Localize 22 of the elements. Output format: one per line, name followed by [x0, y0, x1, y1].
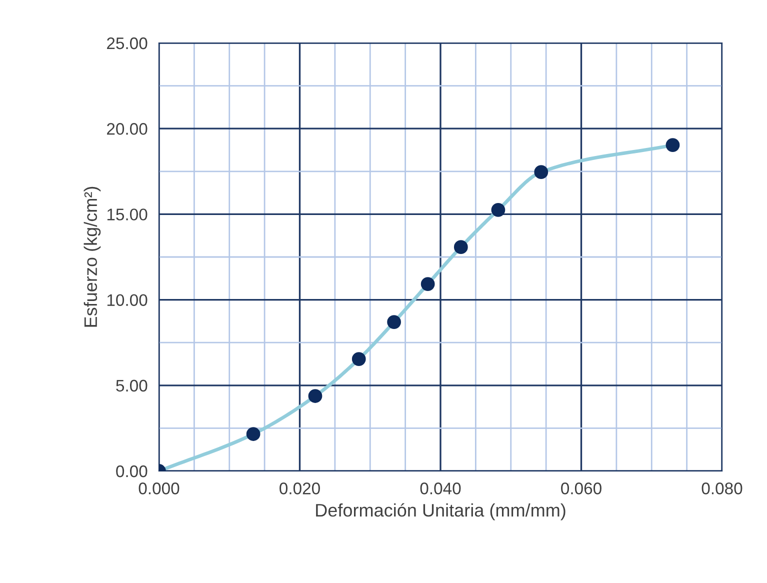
- point: [454, 240, 468, 254]
- x-tick-label: 0.000: [138, 482, 180, 494]
- point: [491, 202, 506, 217]
- point: [420, 277, 435, 291]
- y-tick-label: 5.00: [116, 380, 148, 392]
- point: [666, 138, 680, 152]
- point: [352, 352, 366, 366]
- point: [534, 165, 548, 180]
- x-tick-label: 0.080: [702, 482, 742, 494]
- y-axis-title: Esfuerzo (kg/cm²): [84, 186, 101, 327]
- y-tick-label: 15.00: [107, 208, 148, 220]
- point: [387, 315, 401, 329]
- point: [246, 427, 260, 441]
- y-tick-label: 10.00: [107, 294, 148, 306]
- point: [308, 389, 322, 403]
- x-axis-title: Deformación Unitaria (mm/mm): [316, 503, 566, 520]
- y-tick-label: 0.00: [116, 465, 148, 478]
- x-tick-label: 0.020: [280, 482, 320, 494]
- y-tick-label: 20.00: [107, 123, 148, 135]
- y-tick-label: 25.00: [107, 37, 148, 50]
- x-tick-label: 0.060: [561, 482, 602, 494]
- x-tick-label: 0.040: [420, 482, 461, 494]
